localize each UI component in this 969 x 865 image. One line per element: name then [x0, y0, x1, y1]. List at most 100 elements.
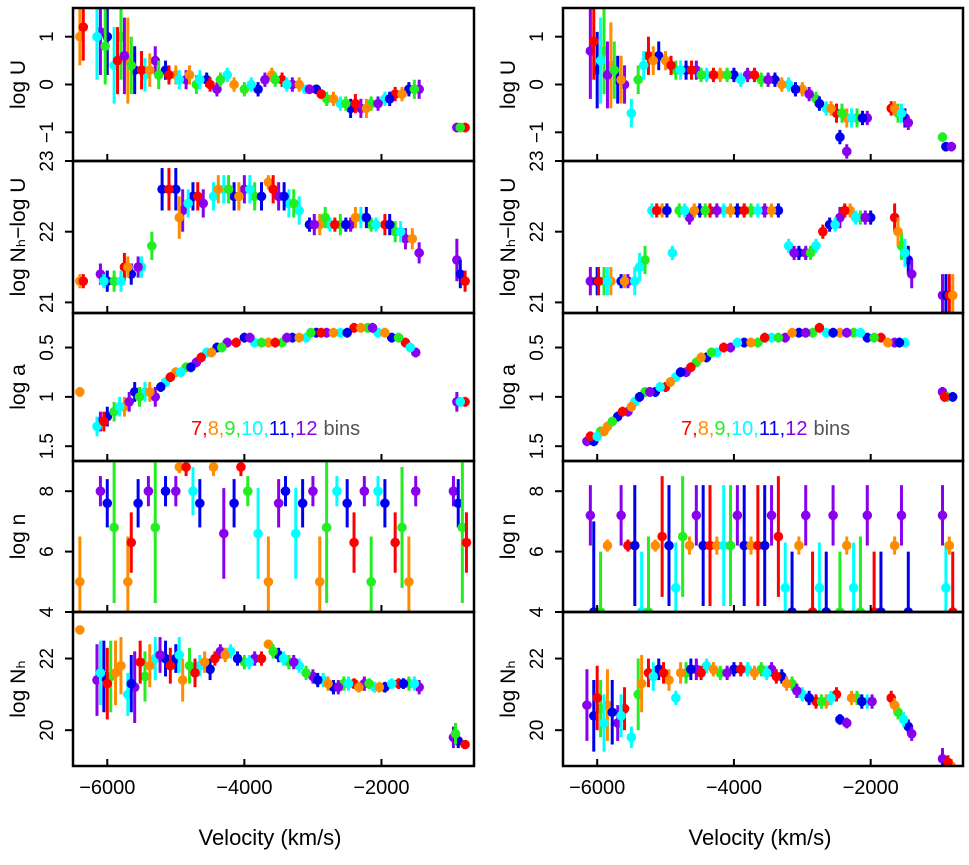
data-point [816, 696, 827, 707]
data-point [804, 693, 814, 703]
legend-entry: 9, [224, 418, 241, 440]
data-point [461, 537, 472, 548]
data-point [616, 74, 626, 85]
panel-4: 4 6 8 log n [7, 459, 476, 617]
data-point [592, 431, 602, 442]
data-point [100, 41, 111, 52]
y-axis-label: log U [7, 60, 30, 109]
data-point [746, 540, 756, 551]
data-point [208, 191, 219, 202]
data-point [841, 327, 852, 338]
data-point [729, 70, 739, 80]
data-point [453, 498, 464, 509]
data-point [273, 498, 284, 509]
data-point [350, 98, 361, 109]
y-tick-label: 1 [37, 31, 58, 42]
data-point [75, 625, 85, 635]
data-point [409, 678, 420, 689]
data-point [144, 65, 155, 75]
data-point [99, 416, 109, 427]
data-point [256, 337, 267, 348]
data-point [585, 510, 596, 521]
data-point [700, 205, 711, 216]
data-point [110, 668, 121, 678]
data-point [658, 668, 669, 678]
y-tick-label: 4 [37, 606, 58, 617]
data-point [900, 248, 910, 258]
data-point [410, 486, 421, 497]
data-point [239, 84, 250, 95]
data-point [404, 577, 414, 587]
data-point [393, 332, 404, 343]
data-point [219, 528, 229, 539]
data-point [712, 205, 722, 216]
data-point [648, 671, 659, 682]
data-point [841, 540, 852, 551]
y-tick-label: 6 [37, 546, 58, 557]
data-point [328, 327, 339, 338]
data-point [143, 486, 154, 497]
data-point [144, 387, 155, 397]
data-point [229, 498, 239, 509]
data-point [797, 84, 808, 95]
data-point [937, 510, 948, 521]
data-point [617, 406, 628, 417]
data-point [607, 707, 618, 718]
y-tick-label: 6 [527, 546, 548, 557]
data-point [196, 352, 206, 363]
data-point [705, 540, 715, 551]
x-tick-label: −2000 [843, 777, 899, 799]
data-point [944, 540, 955, 551]
panel-1: −1 0 1 log U [497, 6, 965, 163]
data-point [708, 70, 719, 80]
data-points [75, 8, 470, 133]
panel-3: 0.5 1 1.5 log a 7,8,9,10,11,12 bins [7, 311, 476, 463]
legend-suffix: bins [323, 418, 360, 440]
data-point [268, 646, 278, 657]
data-point [696, 70, 706, 80]
data-point [174, 212, 185, 223]
data-point [837, 108, 847, 118]
data-point [800, 327, 811, 338]
data-point [841, 146, 852, 157]
data-point [675, 367, 686, 378]
data-point [732, 205, 743, 216]
legend: 7,8,9,10,11,12 bins [681, 418, 850, 440]
data-point [739, 337, 749, 348]
data-point [384, 94, 395, 104]
data-point [746, 337, 756, 348]
data-point [655, 382, 665, 392]
data-point [599, 718, 609, 728]
data-point [665, 377, 676, 387]
y-tick-label: 8 [37, 486, 58, 497]
data-point [136, 65, 147, 75]
data-point [290, 528, 301, 539]
data-point [75, 577, 85, 587]
y-tick-label: 23 [527, 150, 548, 171]
data-point [846, 693, 857, 703]
y-axis-label: log n [7, 514, 30, 560]
data-points [585, 8, 957, 159]
data-point [684, 212, 695, 223]
panel-3: 0.5 1 1.5 log a 7,8,9,10,11,12 bins [497, 311, 965, 463]
legend-entry: 8, [698, 418, 715, 440]
data-point [333, 682, 344, 693]
y-tick-label: 20 [37, 720, 58, 741]
data-point [198, 198, 209, 209]
data-point [664, 675, 674, 685]
data-points [75, 625, 470, 750]
data-point [245, 332, 255, 343]
x-tick-label: −6000 [79, 777, 135, 799]
data-point [787, 327, 797, 338]
legend-entry: 8, [208, 418, 225, 440]
data-point [231, 337, 241, 348]
data-point [263, 639, 274, 650]
data-point [343, 678, 354, 689]
data-point [116, 660, 126, 671]
data-point [835, 132, 845, 142]
data-point [749, 70, 760, 80]
data-point [857, 696, 867, 707]
data-point [686, 65, 697, 75]
data-point [602, 276, 613, 286]
